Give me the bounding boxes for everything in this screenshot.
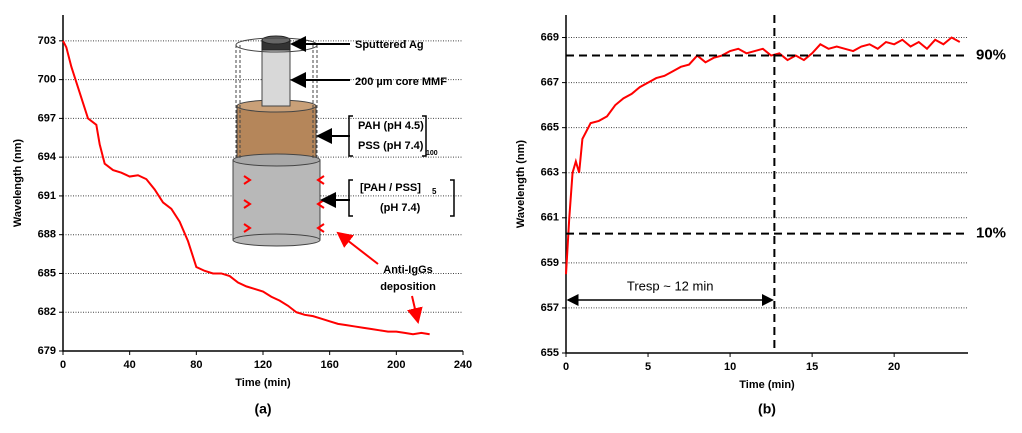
caption: (b): [758, 401, 776, 417]
x-tick-label: 80: [190, 359, 202, 371]
y-tick-label: 657: [541, 302, 559, 314]
y-tick-label: 703: [38, 35, 56, 47]
x-axis-label: Time (min): [739, 379, 795, 391]
x-tick-label: 40: [124, 359, 136, 371]
x-tick-label: 15: [806, 361, 818, 373]
x-tick-label: 160: [320, 359, 338, 371]
caption: (a): [254, 401, 271, 417]
reference-label: 90%: [976, 47, 1006, 64]
y-tick-label: 688: [38, 229, 56, 241]
annotation: Sputtered Ag: [355, 39, 424, 51]
y-tick-label: 655: [541, 347, 559, 359]
data-line: [565, 36, 961, 275]
x-tick-label: 20: [888, 361, 900, 373]
y-tick-label: 669: [541, 31, 559, 43]
x-tick-label: 240: [454, 359, 472, 371]
x-axis-label: Time (min): [235, 377, 291, 389]
annotation: PSS (pH 7.4): [358, 140, 424, 152]
sensor-diagram: Sputtered Ag 200 µm core MMF PAH (pH 4.5…: [232, 35, 455, 324]
x-tick-label: 120: [254, 359, 272, 371]
annotation: 200 µm core MMF: [355, 76, 447, 88]
y-tick-label: 663: [541, 167, 559, 179]
annotation: [PAH / PSS]: [360, 182, 421, 194]
y-tick-label: 682: [38, 306, 56, 318]
y-tick-label: 679: [38, 345, 56, 357]
y-tick-label: 691: [38, 190, 56, 202]
reference-label: 10%: [976, 225, 1006, 242]
x-tick-label: 5: [645, 361, 651, 373]
y-tick-label: 685: [38, 267, 56, 279]
y-tick-label: 697: [38, 112, 56, 124]
x-tick-label: 0: [563, 361, 569, 373]
data-line: [62, 40, 430, 336]
y-tick-label: 659: [541, 257, 559, 269]
annotation: (pH 7.4): [380, 202, 421, 214]
y-axis-label: Wavelength (nm): [12, 139, 24, 228]
x-tick-label: 200: [387, 359, 405, 371]
annotation: Anti-IgGs: [383, 264, 433, 276]
annotation: Tresp ~ 12 min: [627, 278, 714, 293]
annotation: 100: [426, 150, 438, 157]
y-tick-label: 700: [38, 74, 56, 86]
axes: [565, 15, 968, 354]
annotation: 5: [432, 187, 437, 196]
annotation: deposition: [380, 281, 436, 293]
y-tick-label: 694: [38, 151, 57, 163]
y-tick-label: 665: [541, 122, 559, 134]
axes: [62, 15, 463, 352]
annotation: PAH (pH 4.5): [358, 120, 424, 132]
x-tick-label: 0: [60, 359, 66, 371]
y-tick-label: 667: [541, 77, 559, 89]
y-axis-label: Wavelength (nm): [515, 140, 527, 229]
x-tick-label: 10: [724, 361, 736, 373]
y-tick-label: 661: [541, 212, 559, 224]
